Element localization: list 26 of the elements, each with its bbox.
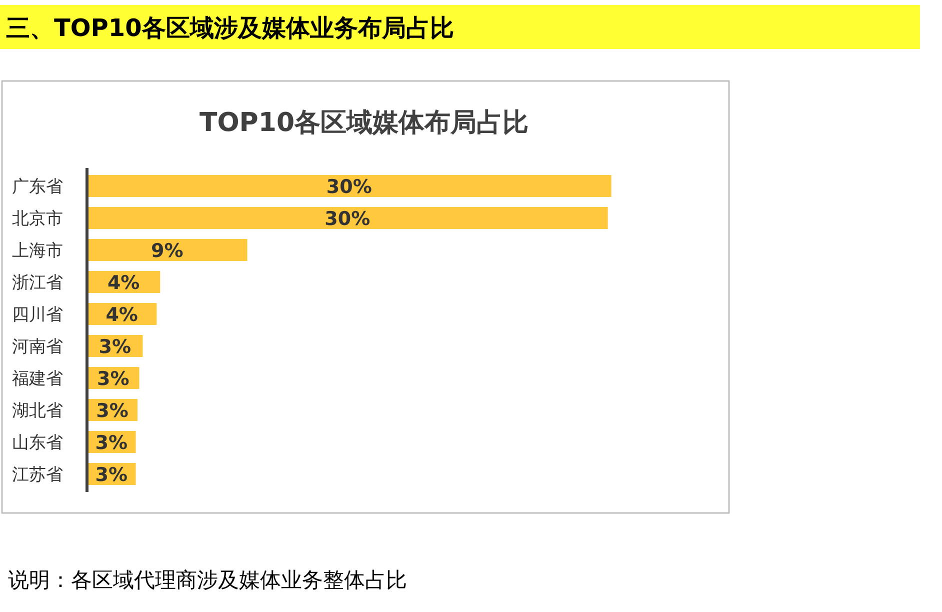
data-label: 3% [96,400,128,422]
y-tick-label: 四川省 [12,305,63,325]
bar [87,239,248,261]
y-tick-label: 北京市 [12,209,63,229]
y-tick-label: 湖北省 [12,401,63,421]
y-tick-label: 河南省 [12,337,63,357]
data-label: 3% [96,368,130,390]
data-label: 30% [326,176,372,198]
data-label: 3% [98,336,131,358]
y-tick-label: 广东省 [12,177,63,197]
y-tick-label: 福建省 [12,369,63,389]
chart-title: 三、TOP10各区域涉及媒体业务布局占比 [6,14,454,42]
y-tick-label: 浙江省 [12,273,63,293]
y-tick-label: 江苏省 [12,465,63,485]
bar [87,207,608,229]
y-tick-label: 上海市 [12,241,63,261]
data-label: 3% [95,432,128,454]
y-tick-label: 山东省 [12,433,63,453]
data-label: 4% [106,304,138,326]
chart-subtitle: TOP10各区域媒体布局占比 [199,108,529,138]
data-label: 3% [95,464,128,486]
data-label: 30% [324,208,370,230]
data-label: 4% [107,272,140,294]
bar [87,175,612,197]
data-label: 9% [150,240,184,262]
text: 说明：各区域代理商涉及媒体业务整体占比 [8,568,407,592]
